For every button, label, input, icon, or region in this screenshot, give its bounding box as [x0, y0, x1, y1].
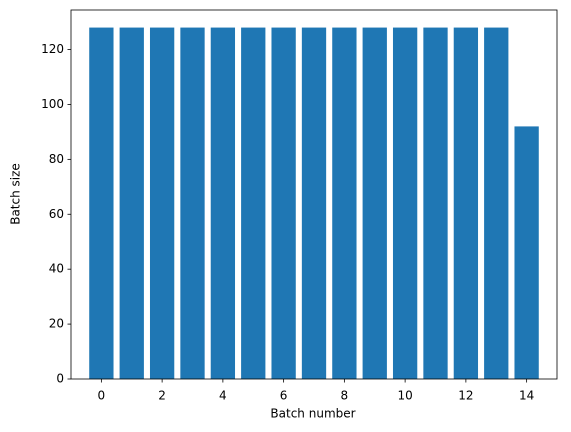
bar — [423, 27, 448, 379]
x-tick-label: 6 — [280, 389, 288, 403]
bar — [301, 27, 327, 379]
y-tick-label: 80 — [49, 152, 64, 166]
bar — [362, 27, 387, 379]
y-tick-label: 60 — [49, 207, 64, 221]
y-tick-label: 0 — [56, 372, 64, 386]
bar — [180, 27, 205, 379]
bar — [89, 27, 114, 379]
bar — [332, 27, 357, 379]
plot-frame — [70, 9, 558, 380]
x-tick-label: 2 — [158, 389, 166, 403]
y-tick-label: 40 — [49, 262, 64, 276]
y-tick-label: 20 — [49, 317, 64, 331]
bar — [453, 27, 479, 379]
y-tick-label: 100 — [41, 97, 64, 111]
bar — [484, 27, 509, 379]
x-tick-label: 0 — [98, 389, 106, 403]
x-tick-label: 10 — [397, 389, 412, 403]
y-tick-label: 120 — [41, 42, 64, 56]
bar — [241, 27, 266, 379]
bar — [210, 27, 236, 379]
bar — [271, 27, 296, 379]
x-tick-label: 12 — [458, 389, 473, 403]
x-tick-label: 14 — [519, 389, 534, 403]
x-tick-label: 8 — [341, 389, 349, 403]
bar — [514, 126, 539, 380]
bar — [392, 27, 418, 379]
bar — [149, 27, 175, 379]
x-axis-label: Batch number — [270, 407, 355, 421]
x-tick-label: 4 — [219, 389, 227, 403]
y-axis-label: Batch size — [9, 163, 23, 225]
bar — [119, 27, 144, 379]
